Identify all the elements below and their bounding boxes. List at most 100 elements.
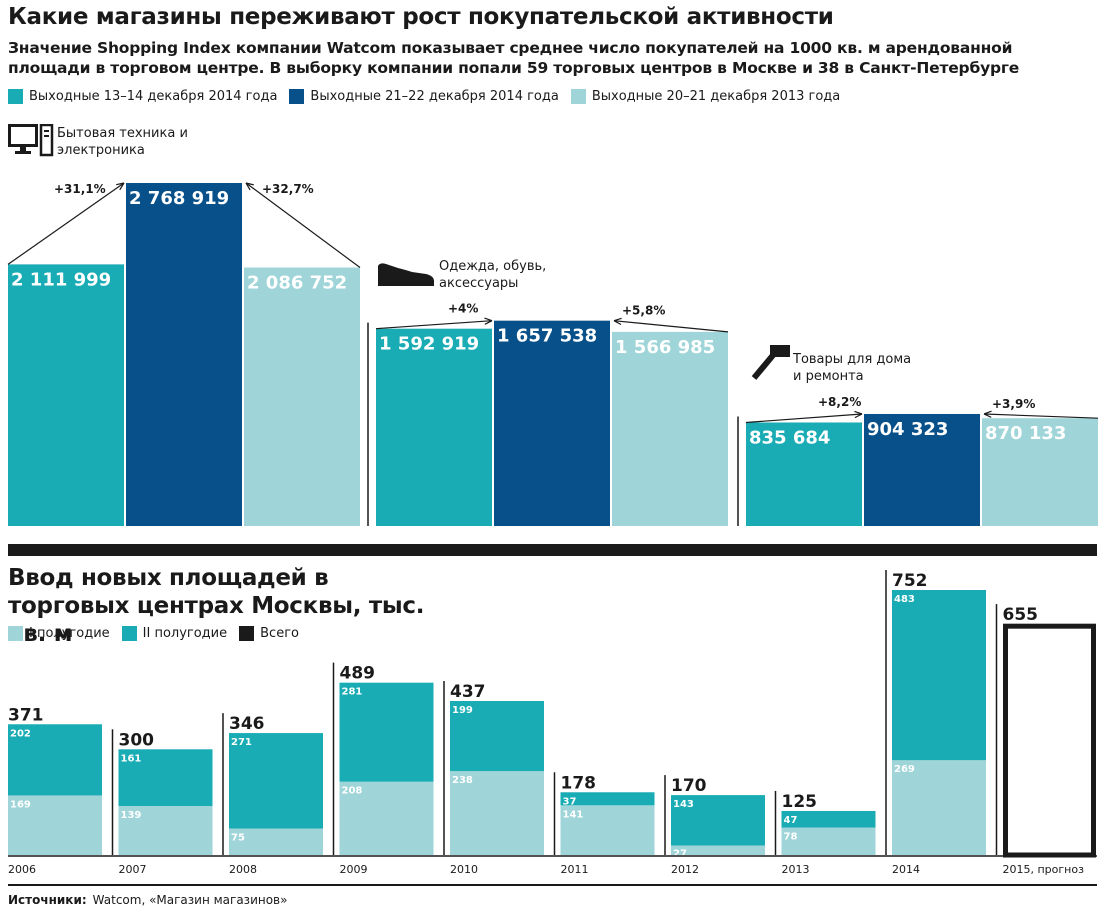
bar-value-label: 78 <box>784 832 798 843</box>
growth-arrow-line <box>375 320 493 330</box>
bar <box>746 422 862 526</box>
bar-value-label: 202 <box>10 728 31 739</box>
legend-item: Всего <box>239 626 299 641</box>
bar-value-label: 1 592 919 <box>379 334 479 355</box>
bar-value-label: 483 <box>894 594 915 605</box>
legend-label: II полугодие <box>142 626 228 641</box>
sources-text: Watcom, «Магазин магазинов» <box>92 893 288 907</box>
bar-second-half <box>671 795 765 846</box>
bar-value-label: 161 <box>121 753 142 764</box>
bar-value-label: 281 <box>342 687 363 698</box>
bar <box>612 331 728 526</box>
bar-value-label: 199 <box>452 705 473 716</box>
bar-first-half <box>671 845 765 855</box>
legend-item: Выходные 21–22 декабря 2014 года <box>289 89 559 104</box>
legend-label: Выходные 13–14 декабря 2014 года <box>29 89 278 104</box>
legend-swatch <box>239 626 255 641</box>
bar-value-label: 835 684 <box>749 427 830 448</box>
legend-swatch <box>8 89 23 104</box>
x-tick-label: 2015, прогноз <box>1003 863 1085 876</box>
bar-value-label: 2 768 919 <box>129 188 229 209</box>
bar-value-label: 2 086 752 <box>247 273 347 294</box>
growth-arrow-head <box>116 182 125 191</box>
growth-label: +5,8% <box>622 304 665 318</box>
bar-first-half <box>781 827 876 855</box>
bar-value-label: 208 <box>342 786 363 797</box>
total-value-label: 125 <box>782 792 818 812</box>
total-value-label: 437 <box>450 682 486 702</box>
bar-second-half <box>450 701 544 772</box>
bar <box>982 418 1098 526</box>
total-value-label: 170 <box>671 776 707 796</box>
total-value-label: 371 <box>8 705 44 725</box>
bar <box>126 183 242 526</box>
growth-arrow-line <box>745 413 863 424</box>
bar-second-half <box>781 810 876 828</box>
bar-value-label: 1 566 985 <box>615 337 715 358</box>
bar-value-label: 271 <box>231 737 252 748</box>
growth-arrow-head <box>613 317 622 326</box>
total-value-label: 178 <box>561 773 597 793</box>
bar-value-label: 27 <box>673 848 687 859</box>
legend-label: Выходные 21–22 декабря 2014 года <box>310 89 559 104</box>
bar-second-half <box>892 590 986 761</box>
bar-first-half <box>8 795 102 855</box>
x-tick-label: 2009 <box>340 863 368 876</box>
sources: Источники: Watcom, «Магазин магазинов» <box>8 893 287 907</box>
growth-label: +8,2% <box>818 395 861 409</box>
legend-label: I полугодие <box>29 626 110 641</box>
growth-arrow-line <box>7 182 125 265</box>
x-tick-label: 2012 <box>671 863 699 876</box>
section-divider <box>8 544 1097 556</box>
legend-swatch <box>8 626 23 641</box>
growth-arrow-line <box>983 413 1099 419</box>
growth-arrow-head <box>854 410 863 419</box>
legend-item: Выходные 13–14 декабря 2014 года <box>8 89 277 104</box>
bar-value-label: 904 323 <box>867 419 948 440</box>
bar <box>376 328 492 526</box>
category-label-clothing: Одежда, обувь, аксессуары <box>439 259 547 291</box>
legend-item: I полугодие <box>8 626 110 641</box>
growth-label: +3,9% <box>992 397 1035 411</box>
bar-value-label: 75 <box>231 833 245 844</box>
x-tick-label: 2006 <box>8 863 36 876</box>
category-label-electronics: Бытовая техника и электроника <box>57 126 188 158</box>
page-subtitle: Значение Shopping Index компании Watcom … <box>8 39 1020 77</box>
total-value-label: 752 <box>892 571 928 591</box>
x-tick-label: 2013 <box>782 863 810 876</box>
legend-new-space: I полугодие II полугодие Всего <box>8 626 311 641</box>
shoe-icon <box>378 263 434 286</box>
bar-value-label: 169 <box>10 799 31 810</box>
bar-second-half <box>8 724 102 796</box>
total-value-label: 346 <box>229 714 265 734</box>
bar <box>864 413 980 526</box>
x-tick-label: 2008 <box>229 863 257 876</box>
growth-label: +4% <box>448 302 478 316</box>
footer-rule <box>8 884 1097 886</box>
legend-shopping-index: Выходные 13–14 декабря 2014 года Выходны… <box>8 89 852 104</box>
page-title: Какие магазины переживают рост покупател… <box>8 4 834 30</box>
bar-first-half <box>118 806 213 855</box>
legend-swatch <box>121 626 137 641</box>
growth-label: +32,7% <box>262 182 314 196</box>
bar-value-label: 37 <box>563 796 577 807</box>
second-chart-title: Ввод новых площадей в торговых центрах М… <box>8 565 425 647</box>
growth-arrow-head <box>983 410 992 418</box>
legend-swatch <box>570 89 586 104</box>
growth-label: +31,1% <box>54 182 106 196</box>
computer-icon <box>8 124 54 157</box>
bar-second-half <box>339 682 434 782</box>
total-value-label: 489 <box>340 664 376 684</box>
legend-label: Всего <box>260 626 299 641</box>
bar <box>494 320 610 526</box>
x-tick-label: 2010 <box>450 863 478 876</box>
bar-second-half <box>229 733 323 829</box>
x-tick-label: 2014 <box>892 863 920 876</box>
bar-value-label: 269 <box>894 764 915 775</box>
bar-value-label: 870 133 <box>985 423 1066 444</box>
shopping-index-chart: 2 111 999 2 768 919 2 086 752 +31,1% +32,7% 1… <box>7 182 1099 526</box>
growth-arrow-line <box>613 320 729 333</box>
x-tick-label: 2011 <box>561 863 589 876</box>
x-tick-label: 2007 <box>119 863 147 876</box>
bar <box>8 264 124 526</box>
